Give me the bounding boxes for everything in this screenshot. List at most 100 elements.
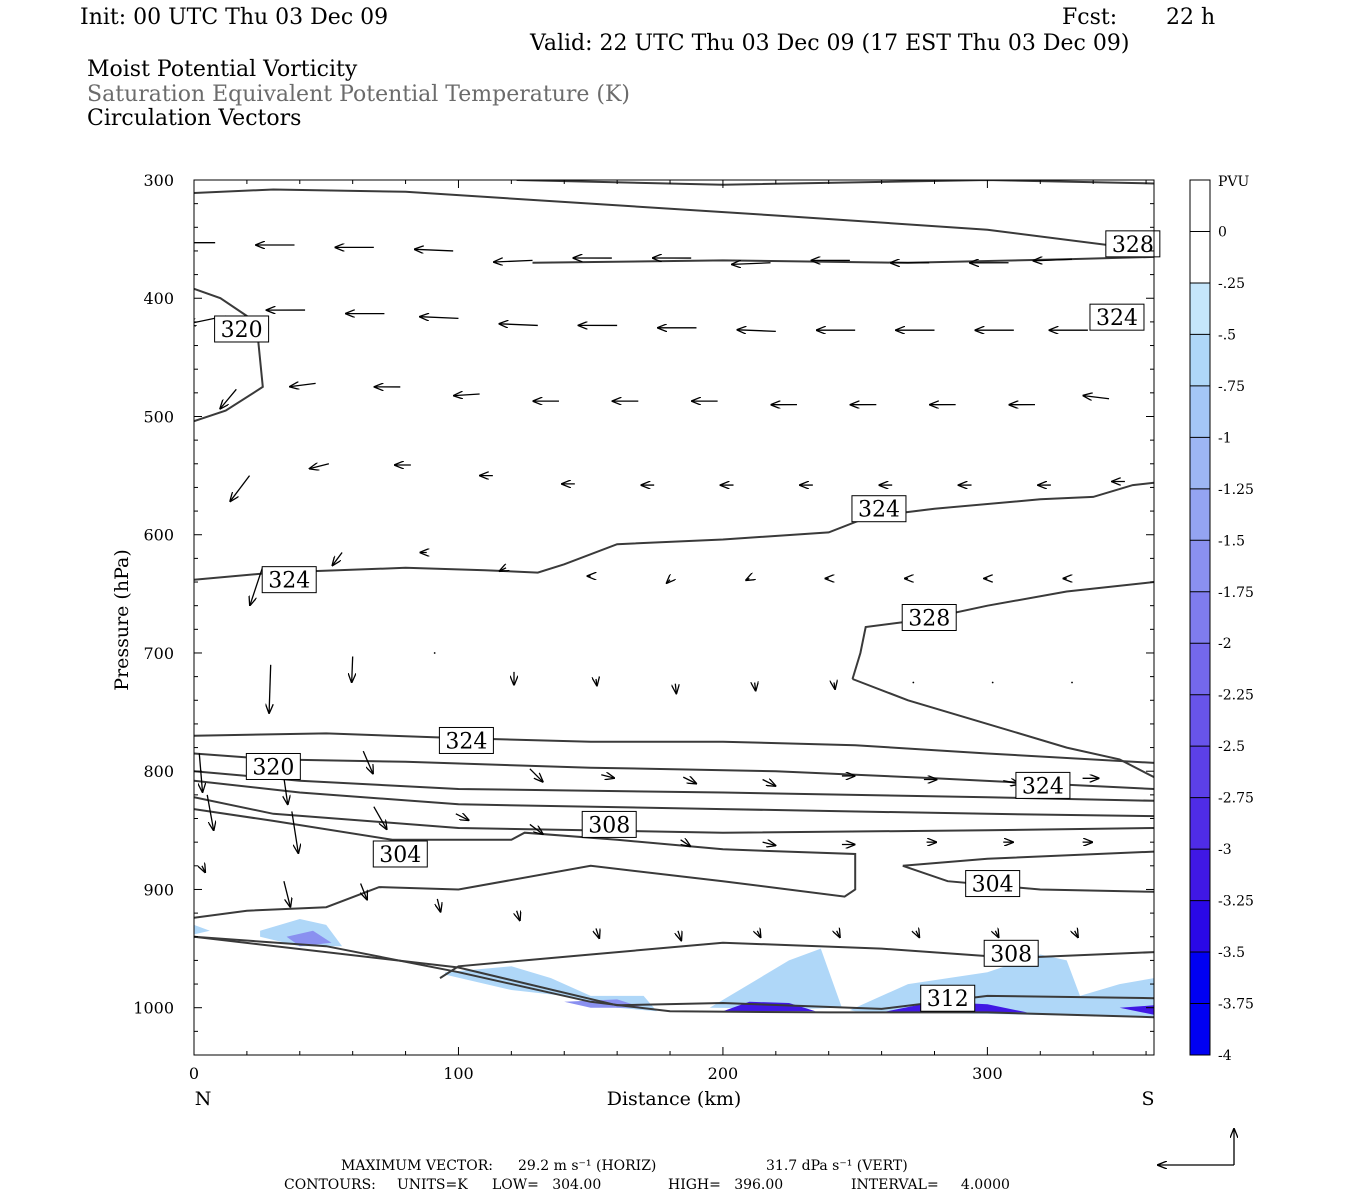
colorbar-tick-label: 0 xyxy=(1218,224,1227,240)
pv-colorbar: 0 -.25 -.5 -.75 -1 -1.25 -1.5 -1.75 -2 -2.25 -2.5 -… xyxy=(1189,179,1254,1064)
circulation-vector xyxy=(601,775,614,778)
theta-contour-line xyxy=(194,935,1154,1010)
colorbar-tick-label: -.5 xyxy=(1218,327,1236,343)
x-axis-label: Distance (km) xyxy=(607,1088,742,1110)
y-tick-label: 300 xyxy=(143,171,174,190)
circulation-vector xyxy=(762,779,776,785)
colorbar-tick-label: -2.75 xyxy=(1218,791,1254,807)
circulation-vector xyxy=(667,580,670,583)
contour-label-box xyxy=(965,870,1021,898)
contour-label-text: 328 xyxy=(1112,233,1154,258)
contour-label-text: 304 xyxy=(379,843,421,868)
colorbar-tick-label: -3.75 xyxy=(1218,997,1254,1013)
contour-label: 324 xyxy=(438,726,494,754)
reference-vector-icon xyxy=(1158,1129,1234,1165)
axis-layer: 300 400 500 600 700 800 900 1000 0 100 200 300 xyxy=(133,171,1154,1083)
colorbar-bin xyxy=(1190,746,1210,798)
field-title-vectors: Circulation Vectors xyxy=(87,106,302,131)
plot-frame xyxy=(193,179,1155,1056)
colorbar-bin xyxy=(1190,540,1210,592)
contour-label-box xyxy=(1015,771,1071,799)
colorbar-tick-label: -2.5 xyxy=(1218,739,1245,755)
contour-label-text: 320 xyxy=(252,755,294,780)
colorbar-tick-label: -1.25 xyxy=(1218,482,1254,498)
contour-label-box xyxy=(920,984,976,1012)
field-title-theta: Saturation Equivalent Potential Temperat… xyxy=(87,82,630,107)
south-label: S xyxy=(1141,1088,1154,1110)
contour-label-box xyxy=(261,566,317,594)
circulation-vector xyxy=(1071,681,1073,684)
circulation-vector-layer xyxy=(194,243,1125,941)
colorbar-tick-label: -.75 xyxy=(1218,379,1245,395)
colorbar-tick-label: -.25 xyxy=(1218,276,1245,292)
theta-contour-line xyxy=(194,287,264,423)
circulation-vector xyxy=(291,811,298,853)
circulation-vector xyxy=(682,777,696,783)
contour-label-box xyxy=(438,726,494,754)
circulation-vector xyxy=(1034,259,1073,261)
circulation-vector xyxy=(202,866,205,872)
circulation-vector xyxy=(283,881,290,907)
colorbar-tick-label: -1.5 xyxy=(1218,533,1245,549)
contour-label-box xyxy=(851,495,907,523)
circulation-vector xyxy=(454,394,480,396)
circulation-vector xyxy=(916,931,919,937)
colorbar-bin xyxy=(1190,900,1210,953)
circulation-vector xyxy=(199,753,202,791)
circulation-vector xyxy=(494,260,533,262)
contour-label-text: 324 xyxy=(858,498,900,523)
theta-contour-line xyxy=(851,581,1154,680)
contour-label: 308 xyxy=(983,939,1039,967)
theta-contour-line xyxy=(194,779,1154,818)
circulation-vector xyxy=(680,840,691,846)
theta-contour-line xyxy=(194,732,1154,764)
circulation-vector xyxy=(737,330,776,332)
theta-contour-line xyxy=(902,864,1154,893)
y-tick-label: 700 xyxy=(143,644,174,663)
circulation-vector xyxy=(995,931,998,937)
max-vector-label: MAXIMUM VECTOR: xyxy=(341,1158,493,1174)
max-horiz-value: 29.2 m s⁻¹ (HORIZ) xyxy=(518,1158,657,1174)
contour-label-text: 320 xyxy=(221,318,263,343)
colorbar-tick-label: -1 xyxy=(1218,430,1232,446)
contour-label-layer: 328 324 320 324 324 328 324 320 324 308 304 304 308 3… xyxy=(214,230,1161,1012)
circulation-vector xyxy=(596,928,599,938)
theta-contour-line xyxy=(194,481,1154,581)
circulation-vector xyxy=(290,383,316,386)
x-tick-label: 0 xyxy=(189,1064,199,1083)
circulation-vector xyxy=(837,931,840,937)
contour-label-box xyxy=(214,315,270,343)
y-tick-label: 600 xyxy=(143,526,174,545)
circulation-vector xyxy=(757,931,760,937)
contour-label: 328 xyxy=(1105,230,1161,258)
colorbar-bin xyxy=(1190,437,1210,489)
y-tick-label: 900 xyxy=(143,880,174,899)
theta-contour-line xyxy=(194,188,1154,252)
circulation-vector xyxy=(361,883,367,900)
circulation-vector xyxy=(269,664,271,713)
contour-label-text: 324 xyxy=(268,569,310,594)
contour-label-text: 308 xyxy=(588,813,630,838)
max-vert-value: 31.7 dPa s⁻¹ (VERT) xyxy=(766,1158,908,1174)
contour-label-box xyxy=(983,939,1039,967)
circulation-vector xyxy=(362,750,373,773)
contour-label-text: 312 xyxy=(927,987,969,1012)
colorbar-tick-label: -2 xyxy=(1218,636,1232,652)
circulation-vector xyxy=(499,324,538,326)
colorbar-bin xyxy=(1190,488,1210,541)
contour-high: HIGH= 396.00 xyxy=(668,1177,784,1193)
contour-low: LOW= 304.00 xyxy=(492,1177,602,1193)
circulation-vector xyxy=(762,842,776,845)
colorbar-tick-label: -3.5 xyxy=(1218,945,1245,961)
circulation-vector xyxy=(755,683,756,691)
colorbar-bin xyxy=(1190,797,1210,850)
pv-patch xyxy=(1119,1005,1154,1015)
pv-patch xyxy=(194,924,210,935)
contour-label-text: 324 xyxy=(1022,774,1064,799)
contour-label: 320 xyxy=(245,752,301,780)
circulation-vector xyxy=(250,566,264,605)
circulation-vector xyxy=(230,475,251,502)
circulation-vector xyxy=(415,249,454,251)
circulation-vector xyxy=(220,388,237,408)
